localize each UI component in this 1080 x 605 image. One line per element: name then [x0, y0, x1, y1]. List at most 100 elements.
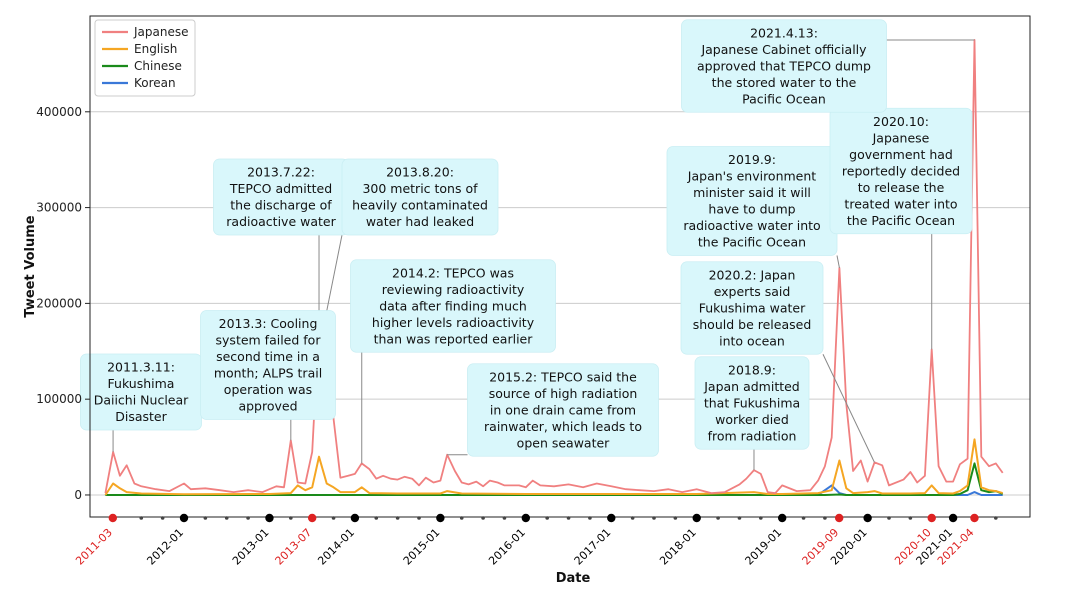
annotation-text: 2020.2: Japan experts said Fukushima water…: [693, 267, 812, 348]
x-tick-dot: [834, 513, 844, 523]
annotation-line: have to dump: [708, 202, 795, 217]
x-tick-dot: [948, 513, 958, 523]
x-minor-tick: [801, 516, 806, 520]
annotation-text: 2018.9: Japan admitted that Fukushima worke…: [703, 362, 800, 443]
x-tick-dot: [927, 513, 936, 523]
x-tick-dot: [863, 513, 872, 523]
annotation-line: Japanese Cabinet officially: [700, 42, 867, 57]
annotation-line: the stored water to the: [712, 75, 857, 90]
y-axis-title: Tweet Volume: [23, 215, 38, 317]
annotation-line: Pacific Ocean: [742, 91, 826, 106]
annotation-leader-line: [326, 234, 343, 312]
y-axis-ticks: 0 100000 200000 300000 400000: [36, 105, 90, 502]
x-tick-dot: [108, 513, 118, 523]
annotation-line: TEPCO admitted: [229, 181, 332, 196]
x-tick-label: 2015-01: [401, 526, 443, 568]
annotation-line: to release the: [858, 180, 945, 195]
series-line-english: [104, 438, 1003, 496]
x-minor-tick: [652, 516, 656, 520]
x-tick-dot: [179, 513, 189, 523]
x-minor-tick: [246, 516, 250, 520]
annotation-text: 2013.8.20: 300 metric tons of heavily cont…: [352, 165, 488, 230]
legend: Japanese English Chinese Korean: [94, 19, 196, 97]
annotation-leaders: [112, 39, 975, 471]
x-minor-tick: [630, 516, 635, 520]
x-tick-label: 2013-07: [273, 526, 315, 568]
x-minor-tick: [545, 516, 549, 520]
y-tick-label: 0: [74, 488, 82, 502]
annotation-line: Fukushima water: [699, 300, 806, 315]
annotation-line: 2015.2: TEPCO said the: [489, 369, 637, 384]
annotation-text: 2019.9: Japan's environment minister said …: [683, 152, 820, 250]
annotation-text: 2020.10: Japanese government had reportedly…: [842, 114, 960, 228]
legend-label-korean: Korean: [134, 76, 176, 90]
x-minor-tick: [481, 516, 485, 520]
annotation-line: the Pacific Ocean: [698, 235, 806, 250]
annotations: 2011.3.11: Fukushima Daiichi Nuclear Disast…: [80, 19, 973, 457]
annotation-line: operation was: [224, 382, 312, 397]
annotation-text: 2014.2: TEPCO was reviewing radioactivity…: [372, 265, 535, 346]
annotation-line: 2020.2: Japan: [709, 267, 796, 282]
annotation-line: 2013.8.20:: [386, 165, 454, 180]
y-tick-label: 300000: [36, 201, 82, 215]
annotation-leader-line: [822, 354, 875, 463]
annotation-box: [681, 19, 887, 113]
x-tick-dot: [307, 513, 317, 523]
y-tick-label: 400000: [36, 105, 82, 119]
y-tick-label: 100000: [36, 392, 82, 406]
x-minor-tick: [139, 516, 144, 520]
x-tick-label: 2012-01: [144, 526, 186, 568]
annotation-text: 2021.4.13: Japanese Cabinet officially app…: [697, 25, 871, 106]
annotation-line: Japan admitted: [703, 379, 800, 394]
y-tick-label: 200000: [36, 296, 82, 310]
x-tick-dot: [970, 513, 979, 523]
x-tick-label: 2019-01: [743, 526, 785, 568]
annotation-line: 2021.4.13:: [750, 25, 818, 40]
x-minor-tick: [566, 516, 571, 520]
annotation-box: [694, 356, 810, 450]
annotation-line: system failed for: [216, 333, 322, 348]
annotation-line: reviewing radioactivity: [382, 282, 525, 297]
annotation-line: Fukushima: [108, 376, 175, 391]
annotation-box: [680, 261, 824, 355]
annotation-line: 2011.3.11:: [107, 360, 175, 375]
annotation-line: month; ALPS trail: [214, 366, 322, 381]
annotation-text: 2013.7.22: TEPCO admitted the discharge of…: [226, 165, 336, 230]
x-minor-tick: [160, 516, 165, 520]
annotation-line: approved: [238, 399, 297, 414]
annotation-line: the Pacific Ocean: [847, 213, 955, 228]
plot-frame: [89, 15, 1031, 518]
x-tick-label: 2017-01: [572, 526, 614, 568]
x-tick-label: 2018-01: [657, 526, 699, 568]
annotation-line: minister said it will: [693, 185, 811, 200]
annotation-line: 2019.9:: [728, 152, 776, 167]
x-minor-tick: [374, 516, 379, 520]
annotation-text: 2015.2: TEPCO said the source of high rad…: [484, 369, 642, 450]
annotation-line: that Fukushima: [704, 395, 800, 410]
annotation-box: [350, 259, 556, 353]
series-line-japanese: [104, 39, 1004, 494]
annotation-line: source of high radiation: [489, 386, 638, 401]
x-tick-dot: [265, 513, 274, 523]
annotation-line: 300 metric tons of: [362, 181, 478, 196]
x-minor-tick: [737, 516, 742, 520]
annotation-line: higher levels radioactivity: [372, 315, 535, 330]
x-minor-tick: [395, 516, 400, 520]
annotation-line: 2013.7.22:: [247, 165, 315, 180]
x-tick-dot: [777, 513, 787, 523]
annotation-line: open seawater: [517, 435, 611, 450]
annotation-line: 2020.10:: [873, 114, 929, 129]
annotation-line: in one drain came from: [490, 402, 636, 417]
x-minor-tick: [994, 516, 998, 520]
annotation-line: reportedly decided: [842, 163, 960, 178]
annotation-line: second time in a: [216, 349, 320, 364]
annotation-line: worker died: [715, 412, 789, 427]
annotation-line: data after finding much: [379, 298, 527, 313]
annotation-line: into ocean: [719, 333, 785, 348]
x-minor-tick: [224, 516, 229, 520]
x-minor-tick: [759, 516, 763, 520]
annotation-line: should be released: [693, 317, 812, 332]
annotation-text: 2013.3: Cooling system failed for second t…: [214, 316, 322, 414]
